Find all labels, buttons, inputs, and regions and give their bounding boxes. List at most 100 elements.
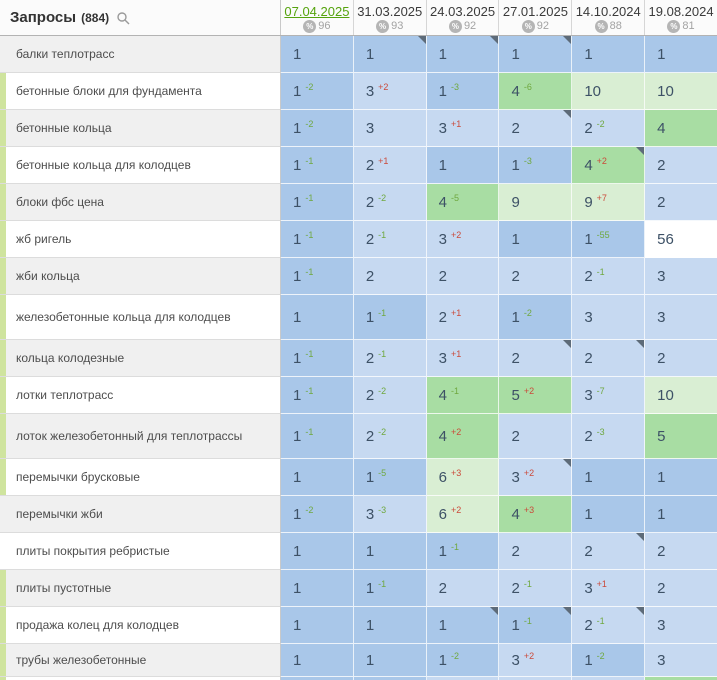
position-cell[interactable]: 3 +2	[353, 73, 427, 110]
position-cell[interactable]: 2	[426, 570, 500, 607]
keyword-cell[interactable]: продажа колец для колодцев	[0, 607, 281, 644]
position-cell[interactable]: 3 +2	[499, 459, 573, 496]
position-cell[interactable]: 2	[572, 533, 646, 570]
position-cell[interactable]: 2	[499, 258, 573, 295]
position-cell[interactable]: 3	[645, 607, 717, 644]
position-cell[interactable]: 1	[499, 36, 573, 73]
position-cell[interactable]: 1 -5	[353, 459, 427, 496]
position-cell[interactable]: 5	[645, 414, 717, 459]
date-column[interactable]: 14.10.2024% 88	[572, 0, 646, 35]
position-cell[interactable]: 2 -1	[572, 607, 646, 644]
keyword-cell[interactable]: трубы железобетонные	[0, 644, 281, 677]
position-cell[interactable]: 5 +2	[499, 377, 573, 414]
position-cell[interactable]: 2 -2	[353, 377, 427, 414]
keyword-cell[interactable]: плиты покрытия ребристые	[0, 533, 281, 570]
position-cell[interactable]: 2	[572, 340, 646, 377]
position-cell[interactable]: 10	[572, 73, 646, 110]
position-cell[interactable]: 1 -55	[572, 221, 646, 258]
position-cell[interactable]: 2	[499, 533, 573, 570]
keyword-cell[interactable]: лотки теплотрасс	[0, 377, 281, 414]
position-cell[interactable]: 1	[499, 221, 573, 258]
keyword-cell[interactable]: перемычки брусковые	[0, 459, 281, 496]
date-column[interactable]: 19.08.2024% 81	[645, 0, 717, 35]
position-cell[interactable]: 9	[499, 184, 573, 221]
position-cell[interactable]: 2	[353, 258, 427, 295]
position-cell[interactable]: 3 +1	[426, 110, 500, 147]
date-link[interactable]: 14.10.2024	[575, 3, 641, 19]
date-link[interactable]: 24.03.2025	[430, 3, 496, 19]
position-cell[interactable]: 4 +2	[426, 414, 500, 459]
keyword-cell[interactable]: бетонные кольца для колодцев	[0, 147, 281, 184]
search-icon[interactable]	[116, 11, 130, 25]
position-cell[interactable]: 4 -1	[426, 377, 500, 414]
position-cell[interactable]: 1 -1	[499, 607, 573, 644]
date-column[interactable]: 31.03.2025% 93	[354, 0, 427, 35]
position-cell[interactable]: 1	[645, 459, 717, 496]
date-column[interactable]: 27.01.2025% 92	[499, 0, 573, 35]
position-cell[interactable]: 1 -1	[281, 340, 354, 377]
position-cell[interactable]: 2 -2	[353, 184, 427, 221]
keyword-cell[interactable]: жби кольца	[0, 258, 281, 295]
position-cell[interactable]: 3 +1	[572, 570, 646, 607]
position-cell[interactable]: 1	[645, 496, 717, 533]
position-cell[interactable]: 1	[281, 607, 354, 644]
position-cell[interactable]: 2 -1	[499, 570, 573, 607]
position-cell[interactable]: 1	[353, 36, 427, 73]
date-column[interactable]: 24.03.2025% 92	[427, 0, 500, 35]
position-cell[interactable]: 2	[499, 414, 573, 459]
position-cell[interactable]: 1 -1	[281, 258, 354, 295]
position-cell[interactable]: 10	[645, 73, 717, 110]
position-cell[interactable]: 4 +2	[572, 147, 646, 184]
position-cell[interactable]: 1	[281, 36, 354, 73]
position-cell[interactable]: 56	[645, 221, 717, 258]
position-cell[interactable]: 1 -1	[353, 295, 427, 340]
position-cell[interactable]: 2	[645, 184, 717, 221]
position-cell[interactable]: 1	[572, 496, 646, 533]
position-cell[interactable]: 4	[645, 110, 717, 147]
keyword-cell[interactable]: кольца колодезные	[0, 340, 281, 377]
position-cell[interactable]: 2	[645, 340, 717, 377]
position-cell[interactable]: 10	[645, 377, 717, 414]
keyword-cell[interactable]: блоки фбс цена	[0, 184, 281, 221]
position-cell[interactable]: 1	[353, 533, 427, 570]
position-cell[interactable]: 1 -1	[281, 377, 354, 414]
position-cell[interactable]: 1	[572, 459, 646, 496]
position-cell[interactable]: 1	[353, 644, 427, 677]
position-cell[interactable]: 2	[645, 570, 717, 607]
date-link[interactable]: 19.08.2024	[648, 3, 714, 19]
position-cell[interactable]: 1 -1	[353, 570, 427, 607]
position-cell[interactable]: 1 -1	[281, 414, 354, 459]
position-cell[interactable]: 3 +1	[426, 340, 500, 377]
position-cell[interactable]: 2 -2	[572, 110, 646, 147]
keyword-cell[interactable]: жб ригель	[0, 221, 281, 258]
date-link[interactable]: 27.01.2025	[502, 3, 568, 19]
position-cell[interactable]: 3	[645, 295, 717, 340]
keyword-cell[interactable]: перемычки жби	[0, 496, 281, 533]
position-cell[interactable]: 4 -6	[499, 73, 573, 110]
position-cell[interactable]: 4 -5	[426, 184, 500, 221]
keyword-cell[interactable]: лоток железобетонный для теплотрассы	[0, 414, 281, 459]
position-cell[interactable]	[499, 677, 573, 680]
position-cell[interactable]: 2	[426, 258, 500, 295]
position-cell[interactable]: 1 -2	[281, 73, 354, 110]
position-cell[interactable]: 2 -3	[572, 414, 646, 459]
date-column[interactable]: 07.04.2025% 96	[281, 0, 354, 35]
keyword-cell[interactable]: железобетонные кольца для колодцев	[0, 295, 281, 340]
position-cell[interactable]	[426, 677, 500, 680]
position-cell[interactable]	[572, 677, 646, 680]
position-cell[interactable]: 1 -2	[281, 496, 354, 533]
position-cell[interactable]: 9 +7	[572, 184, 646, 221]
position-cell[interactable]: 1	[426, 147, 500, 184]
position-cell[interactable]	[353, 677, 427, 680]
position-cell[interactable]: 1	[281, 644, 354, 677]
keyword-cell[interactable]: плиты пустотные	[0, 570, 281, 607]
position-cell[interactable]: 2	[499, 110, 573, 147]
position-cell[interactable]: 2 -1	[353, 340, 427, 377]
position-cell[interactable]: 6 +2	[426, 496, 500, 533]
position-cell[interactable]: 2 +1	[426, 295, 500, 340]
position-cell[interactable]: 1 -1	[281, 184, 354, 221]
position-cell[interactable]: 1 -2	[281, 110, 354, 147]
position-cell[interactable]: 2	[645, 533, 717, 570]
date-link[interactable]: 31.03.2025	[357, 3, 423, 19]
position-cell[interactable]: 3	[645, 258, 717, 295]
